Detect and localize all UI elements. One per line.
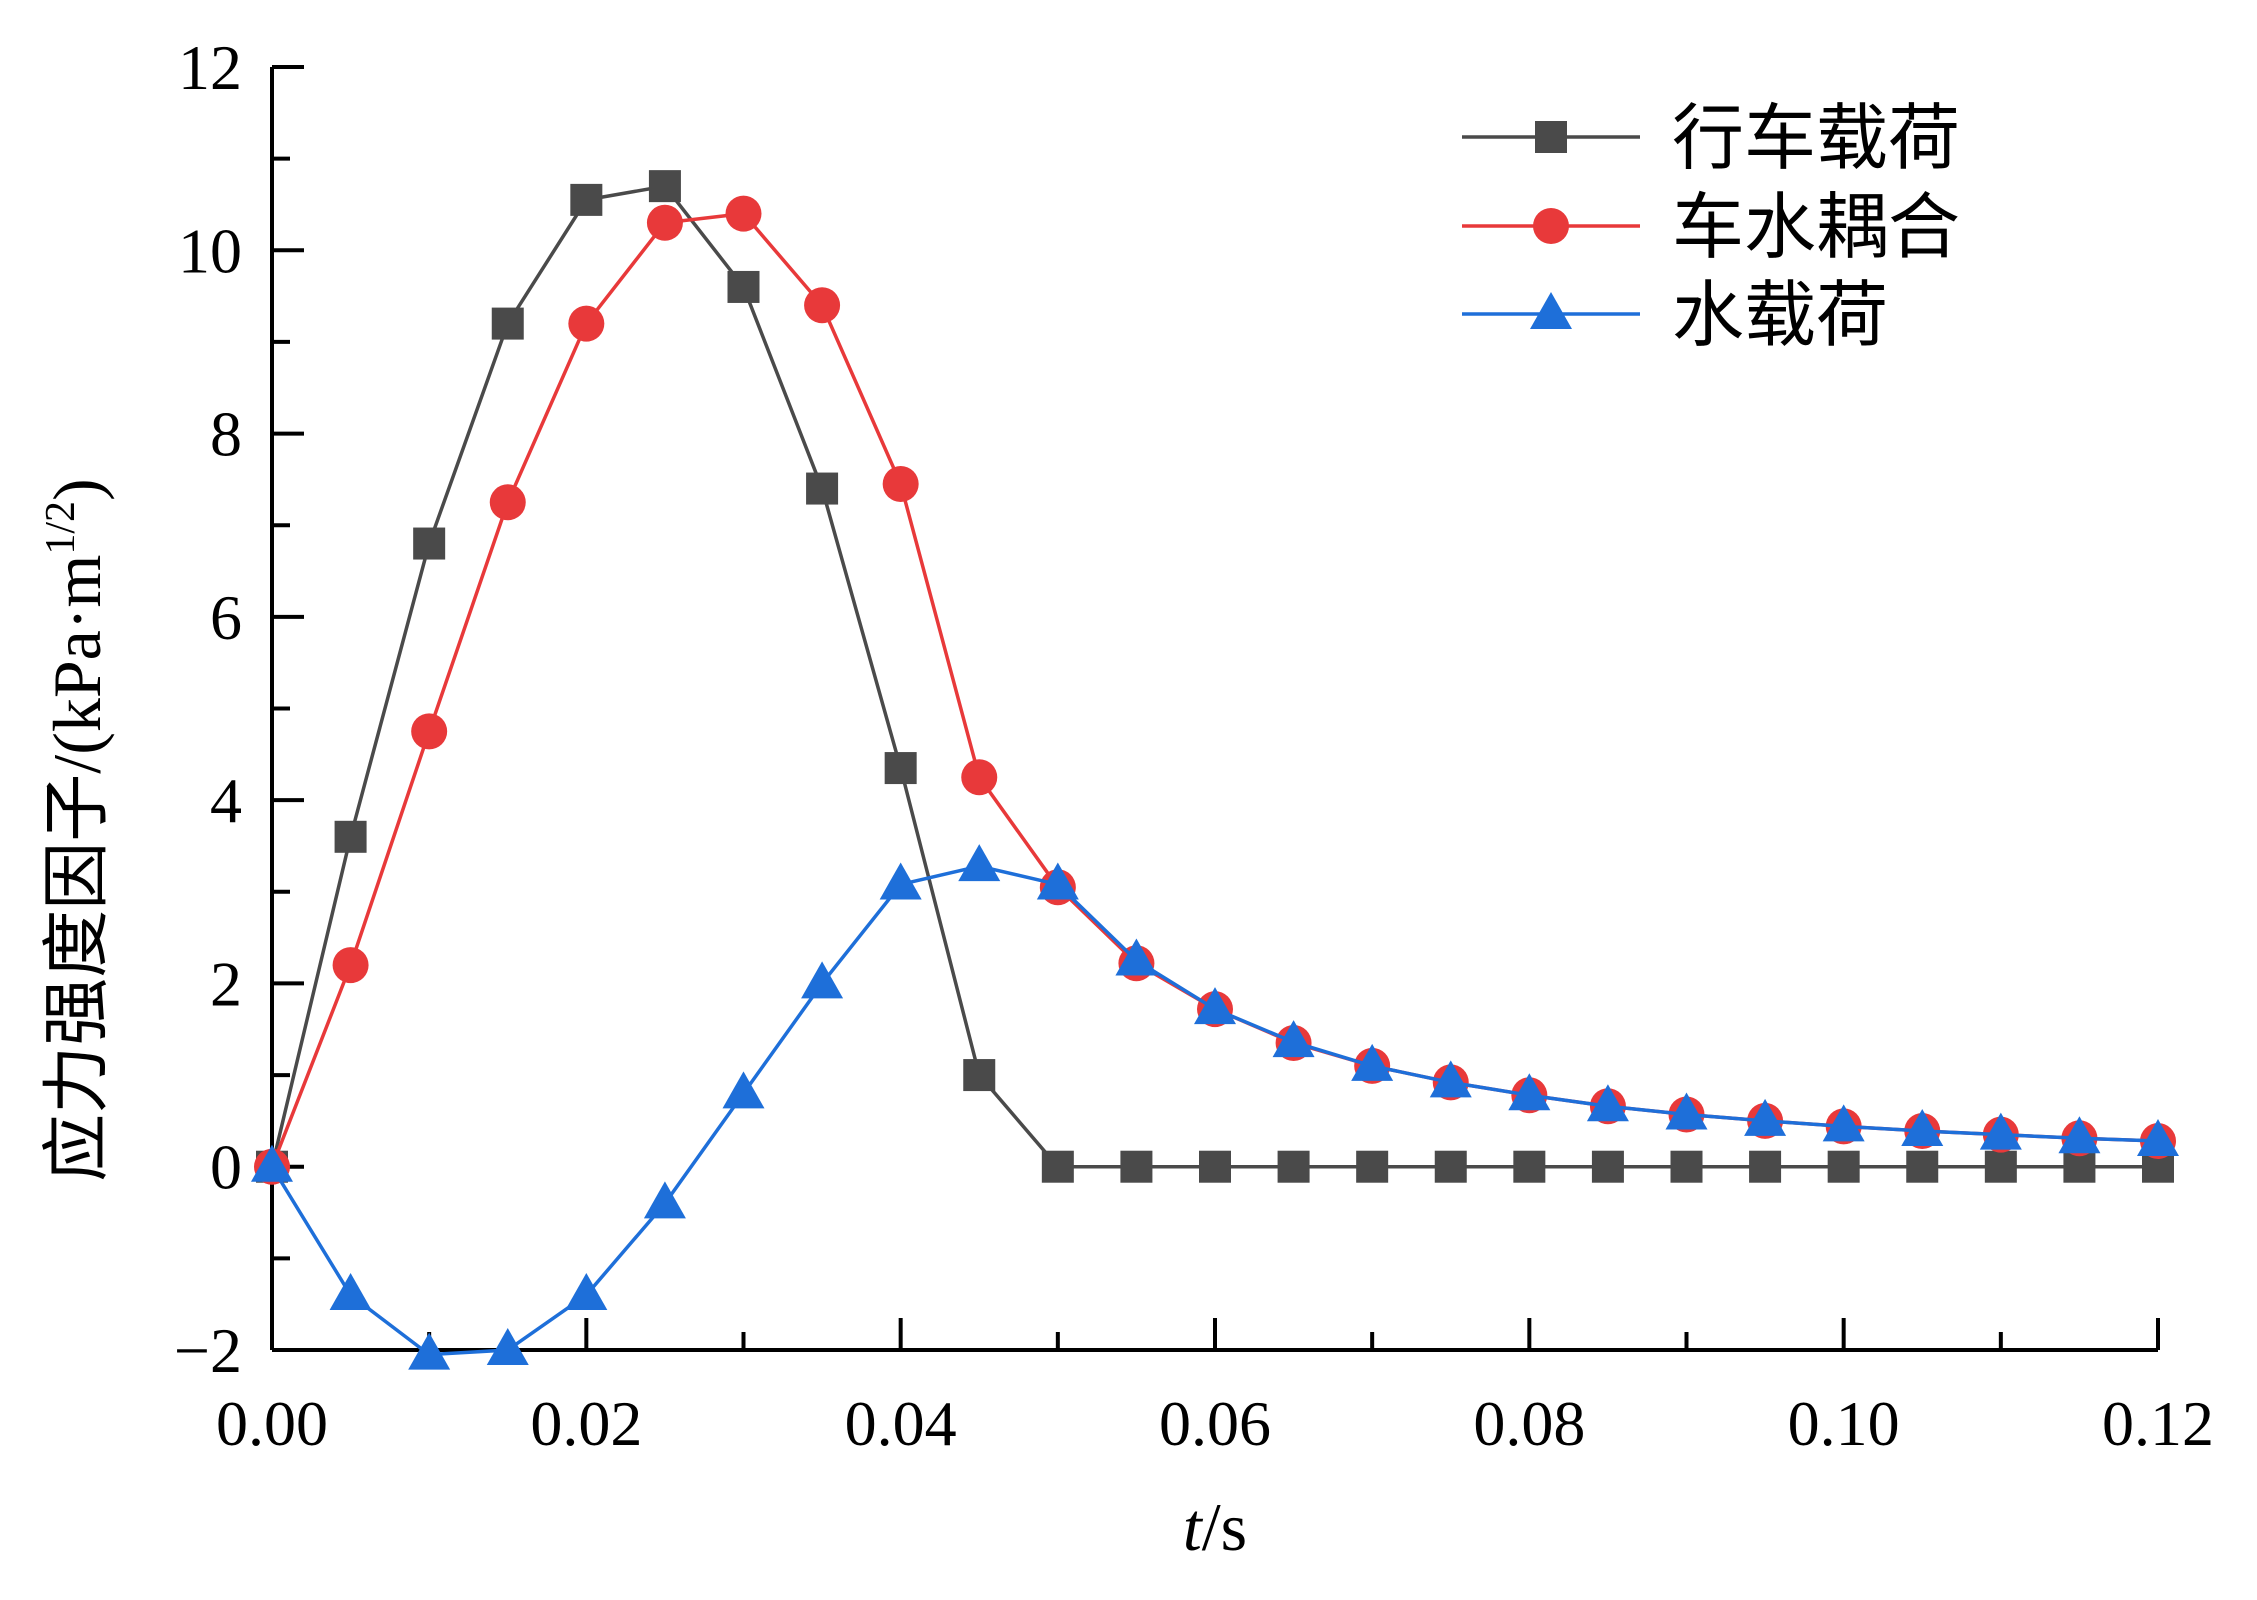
series-layer (251, 170, 2179, 1370)
axes: −2 0 2 4 6 8 10 12 0.00 0.02 0.04 0.06 0.08 0.10 0.12 (174, 32, 2214, 1459)
y-axis-title-main: 应力强度因子/(kPa·m (39, 555, 115, 1182)
data-point (1434, 1150, 1467, 1183)
data-point (806, 472, 839, 505)
data-point (1906, 1150, 1939, 1183)
y-tick-label: 0 (210, 1132, 242, 1203)
y-tick-label: 10 (178, 215, 242, 286)
data-point (568, 305, 605, 342)
data-point (334, 820, 367, 853)
legend-marker (1535, 121, 1567, 153)
y-tick-label: −2 (174, 1315, 242, 1386)
legend-marker (1530, 292, 1572, 329)
data-point (1036, 862, 1079, 900)
data-point (408, 1332, 451, 1370)
data-point (489, 484, 526, 521)
x-tick-label: 0.12 (2102, 1388, 2214, 1459)
data-point (411, 713, 448, 750)
legend-label: 车水耦合 (1672, 185, 1960, 269)
data-point (486, 1328, 529, 1365)
data-point (1429, 1060, 1472, 1098)
data-point (1041, 1150, 1074, 1183)
data-point (1901, 1108, 1944, 1146)
data-point (1586, 1084, 1629, 1122)
data-point (251, 1144, 293, 1182)
legend-label: 水载荷 (1672, 273, 1888, 357)
data-point (1979, 1112, 2022, 1150)
data-point (1665, 1092, 1708, 1130)
data-point (491, 307, 524, 340)
series-square (256, 170, 2174, 1183)
x-tick-label: 0.04 (845, 1388, 957, 1459)
x-tick-label: 0.02 (530, 1388, 642, 1459)
data-point (884, 752, 917, 785)
data-point (413, 527, 446, 560)
data-point (329, 1273, 372, 1311)
data-point (1272, 1020, 1315, 1058)
data-point (801, 961, 844, 999)
data-point (1199, 1150, 1231, 1183)
data-point (1984, 1150, 2017, 1183)
data-point (1744, 1098, 1787, 1136)
y-axis-title-sup: 1/2 (38, 501, 84, 555)
y-tick-label: 4 (210, 765, 242, 836)
data-point (646, 204, 683, 241)
y-tick-label: 12 (178, 32, 242, 103)
data-point (1749, 1150, 1782, 1183)
legend-marker (1533, 208, 1569, 244)
data-point (1277, 1150, 1310, 1183)
data-point (1822, 1104, 1865, 1142)
legend-item: 行车载荷 (1462, 96, 1960, 180)
data-point (565, 1273, 608, 1311)
data-point (648, 170, 681, 203)
x-tick-label: 0.08 (1473, 1388, 1585, 1459)
data-point (1508, 1073, 1551, 1111)
data-point (961, 759, 998, 796)
y-tick-label: 2 (210, 948, 242, 1019)
y-axis-title-end: ) (39, 478, 115, 501)
data-point (2058, 1116, 2101, 1154)
y-axis-title: 应力强度因子/(kPa·m1/2) (38, 478, 115, 1181)
data-point (879, 862, 922, 900)
data-point (1194, 987, 1236, 1025)
data-point (1351, 1043, 1394, 1081)
data-point (882, 465, 919, 502)
data-point (804, 287, 841, 324)
series-triangle (251, 844, 2179, 1370)
y-tick-label: 8 (210, 399, 242, 470)
series-line (270, 864, 2159, 1357)
data-point (570, 183, 603, 216)
legend-label: 行车载荷 (1672, 96, 1960, 180)
data-point (1115, 938, 1158, 976)
y-tick-label: 6 (210, 582, 242, 653)
data-point (1591, 1150, 1624, 1183)
x-tick-label: 0.10 (1788, 1388, 1900, 1459)
data-point (963, 1059, 996, 1092)
data-point (2137, 1119, 2179, 1157)
data-point (722, 1071, 765, 1109)
data-point (727, 270, 760, 303)
legend-item: 车水耦合 (1462, 185, 1960, 269)
data-point (332, 947, 369, 984)
data-point (1120, 1150, 1153, 1183)
data-point (958, 844, 1001, 882)
x-tick-label: 0.06 (1159, 1388, 1271, 1459)
x-axis-title-var: t (1183, 1489, 1204, 1565)
data-point (1827, 1150, 1860, 1183)
x-axis-title-unit: /s (1202, 1489, 1247, 1565)
x-tick-label: 0.00 (216, 1388, 328, 1459)
legend-item: 水载荷 (1462, 273, 1888, 357)
data-point (725, 195, 762, 232)
data-point (1670, 1150, 1703, 1183)
data-point (643, 1181, 686, 1219)
x-axis-title: t/s (1183, 1489, 1247, 1565)
data-point (1513, 1150, 1546, 1183)
data-point (1356, 1150, 1389, 1183)
